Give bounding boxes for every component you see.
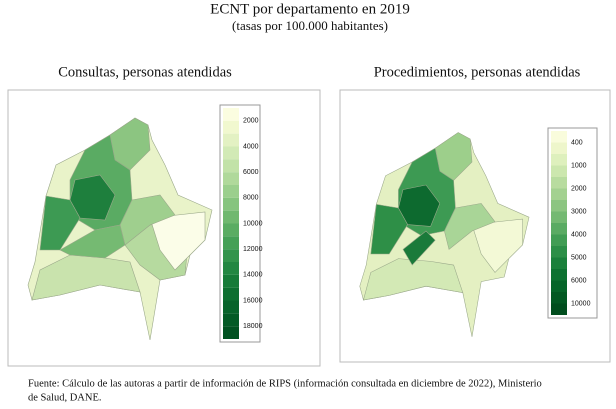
map (27, 117, 213, 341)
legend-label: 2000 (243, 118, 259, 125)
legend-swatch (223, 133, 239, 147)
legend-swatch (223, 159, 239, 173)
legend-label: 12000 (243, 246, 263, 253)
legend-label: 18000 (243, 323, 263, 330)
legend-label: 4000 (243, 143, 259, 150)
legend-swatch (223, 274, 239, 288)
legend-swatch (551, 131, 567, 143)
legend-label: 5000 (571, 254, 587, 261)
region (39, 195, 81, 251)
footnote: de Salud, DANE. (28, 392, 102, 403)
subtitle: (tasas por 100.000 habitantes) (232, 18, 388, 33)
legend-swatch (223, 262, 239, 275)
legend-label: 8000 (243, 195, 259, 202)
legend-swatch (551, 292, 567, 304)
legend-swatch (223, 185, 239, 198)
legend-swatch (223, 172, 239, 185)
region (149, 211, 206, 271)
legend-swatch (223, 223, 239, 237)
legend-swatch (223, 197, 239, 211)
region (59, 224, 126, 259)
legend-swatch (551, 246, 567, 258)
title: ECNT por departamento en 2019 (210, 1, 410, 17)
legend-swatch (551, 188, 567, 200)
legend-swatch (223, 120, 239, 134)
legend-swatch (551, 257, 567, 269)
legend-swatch (223, 326, 239, 339)
legend-label: 6000 (571, 277, 587, 284)
legend-swatch (551, 154, 567, 166)
map-title: Procedimientos, personas atendidas (374, 64, 581, 80)
legend-label: 16000 (243, 297, 263, 304)
legend-label: 4000 (571, 231, 587, 238)
legend-label: 10000 (243, 220, 263, 227)
legend: 400 1000 2000 3000 4000 5000 6000 10000 (547, 127, 598, 319)
legend-swatch (223, 210, 239, 224)
region (444, 203, 496, 250)
legend-swatch (551, 303, 567, 315)
legend-swatch (551, 223, 567, 235)
legend-swatch (551, 280, 567, 292)
legend-swatch (551, 200, 567, 212)
footnote: Fuente: Cálculo de las autoras a partir … (28, 378, 542, 389)
legend-label: 2000 (571, 185, 587, 192)
legend-swatch (223, 249, 239, 262)
legend-label: 3000 (571, 208, 587, 215)
legend-swatch (223, 146, 239, 160)
legend-swatch (223, 108, 239, 121)
legend-swatch (551, 234, 567, 246)
legend-swatch (551, 269, 567, 281)
legend-label: 10000 (571, 300, 591, 307)
legend-swatch (223, 236, 239, 250)
legend-swatch (551, 165, 567, 177)
legend-swatch (551, 177, 567, 189)
region (402, 230, 436, 266)
legend-label: 6000 (243, 169, 259, 176)
region (471, 218, 523, 273)
region (370, 203, 408, 255)
legend: 2000 4000 6000 8000 10000 12000 14000 16000 1800… (219, 104, 263, 343)
legend-swatch (223, 300, 239, 314)
map-title: Consultas, personas atendidas (58, 64, 232, 80)
legend-label: 14000 (243, 272, 263, 279)
legend-swatch (551, 211, 567, 223)
legend-swatch (223, 313, 239, 327)
legend-label: 400 (571, 139, 583, 146)
legend-swatch (551, 142, 567, 154)
legend-swatch (223, 287, 239, 301)
region (363, 258, 464, 301)
map (359, 132, 530, 337)
legend-label: 1000 (571, 162, 587, 169)
